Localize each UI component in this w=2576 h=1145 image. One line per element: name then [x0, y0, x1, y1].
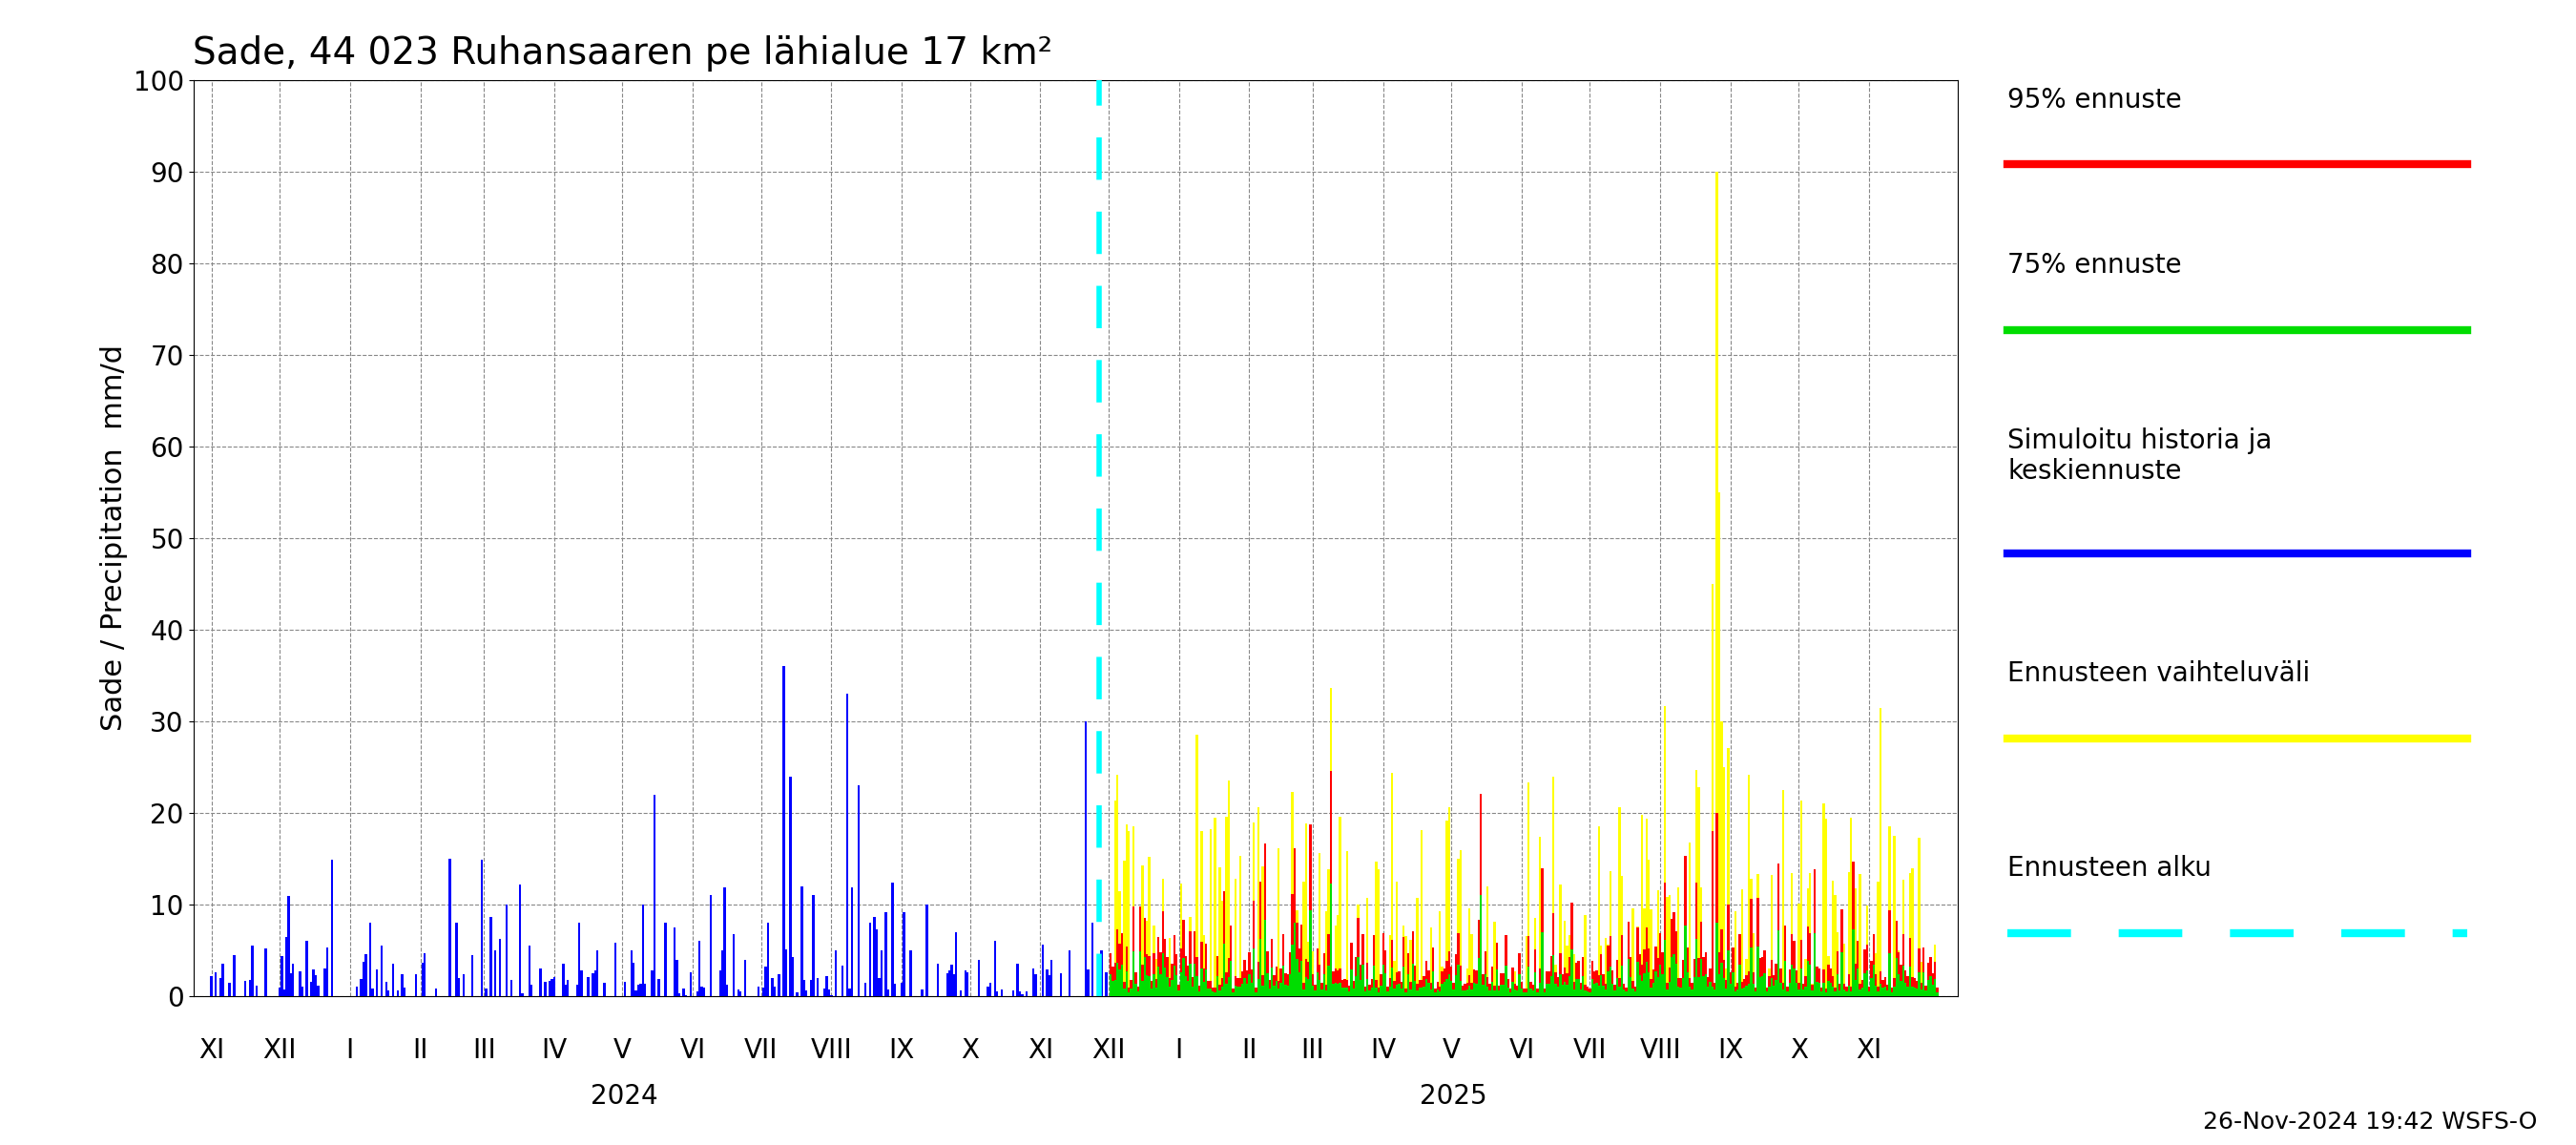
Text: VII: VII [744, 1037, 778, 1064]
Text: XII: XII [263, 1037, 296, 1064]
Text: V: V [1443, 1037, 1461, 1064]
Text: VIII: VIII [1638, 1037, 1682, 1064]
Text: VI: VI [1510, 1037, 1535, 1064]
Text: IV: IV [1370, 1037, 1396, 1064]
Text: XI: XI [1857, 1037, 1883, 1064]
Text: Ennusteen alku: Ennusteen alku [2007, 855, 2213, 882]
Text: III: III [471, 1037, 495, 1064]
Text: VII: VII [1574, 1037, 1607, 1064]
Text: III: III [1301, 1037, 1324, 1064]
Text: 95% ennuste: 95% ennuste [2007, 86, 2182, 113]
Text: 2024: 2024 [590, 1083, 659, 1110]
Text: VIII: VIII [811, 1037, 853, 1064]
Text: XII: XII [1092, 1037, 1126, 1064]
Text: I: I [1175, 1037, 1182, 1064]
Text: X: X [1790, 1037, 1808, 1064]
Y-axis label: Sade / Precipitation  mm/d: Sade / Precipitation mm/d [100, 345, 129, 732]
Text: Sade, 44 023 Ruhansaaren pe lähialue 17 km²: Sade, 44 023 Ruhansaaren pe lähialue 17 … [193, 35, 1054, 72]
Text: XI: XI [198, 1037, 224, 1064]
Text: I: I [345, 1037, 353, 1064]
Text: Simuloitu historia ja
keskiennuste: Simuloitu historia ja keskiennuste [2007, 427, 2272, 484]
Text: X: X [961, 1037, 979, 1064]
Text: IX: IX [889, 1037, 914, 1064]
Text: 75% ennuste: 75% ennuste [2007, 252, 2182, 278]
Text: V: V [613, 1037, 631, 1064]
Text: II: II [412, 1037, 428, 1064]
Text: 2025: 2025 [1419, 1083, 1486, 1110]
Text: IX: IX [1718, 1037, 1744, 1064]
Text: IV: IV [541, 1037, 567, 1064]
Text: Ennusteen vaihteluväli: Ennusteen vaihteluväli [2007, 661, 2311, 687]
Text: II: II [1242, 1037, 1257, 1064]
Text: XI: XI [1028, 1037, 1054, 1064]
Text: VI: VI [680, 1037, 706, 1064]
Text: 26-Nov-2024 19:42 WSFS-O: 26-Nov-2024 19:42 WSFS-O [2202, 1111, 2537, 1134]
